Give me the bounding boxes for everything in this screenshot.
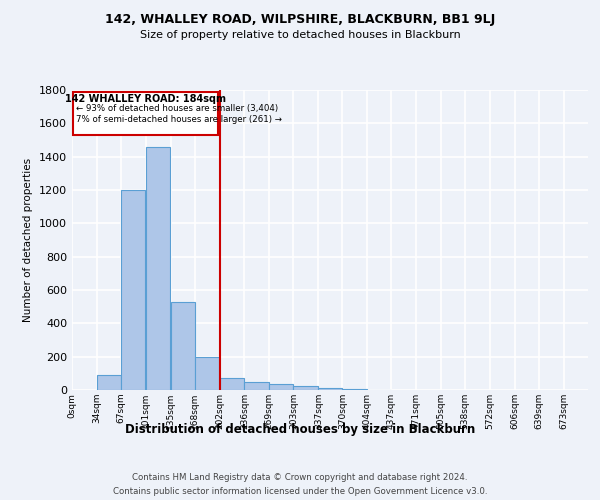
Text: Contains HM Land Registry data © Crown copyright and database right 2024.: Contains HM Land Registry data © Crown c… — [132, 472, 468, 482]
Y-axis label: Number of detached properties: Number of detached properties — [23, 158, 34, 322]
Text: 7% of semi-detached houses are larger (261) →: 7% of semi-detached houses are larger (2… — [76, 115, 281, 124]
Bar — [319, 388, 343, 390]
Bar — [244, 382, 269, 390]
Text: Size of property relative to detached houses in Blackburn: Size of property relative to detached ho… — [140, 30, 460, 40]
Text: Contains public sector information licensed under the Open Government Licence v3: Contains public sector information licen… — [113, 488, 487, 496]
Bar — [170, 302, 195, 390]
Bar — [220, 378, 244, 390]
Bar — [121, 190, 145, 390]
Text: 142, WHALLEY ROAD, WILPSHIRE, BLACKBURN, BB1 9LJ: 142, WHALLEY ROAD, WILPSHIRE, BLACKBURN,… — [105, 12, 495, 26]
FancyBboxPatch shape — [73, 92, 218, 135]
Text: 142 WHALLEY ROAD: 184sqm: 142 WHALLEY ROAD: 184sqm — [65, 94, 226, 104]
Bar — [293, 386, 317, 390]
Text: Distribution of detached houses by size in Blackburn: Distribution of detached houses by size … — [125, 422, 475, 436]
Bar — [269, 384, 293, 390]
Bar — [146, 146, 170, 390]
Bar — [97, 375, 121, 390]
Bar — [195, 356, 219, 390]
Bar — [343, 389, 367, 390]
Text: ← 93% of detached houses are smaller (3,404): ← 93% of detached houses are smaller (3,… — [76, 104, 278, 113]
